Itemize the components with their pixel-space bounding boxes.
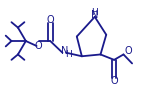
Text: H: H	[65, 50, 72, 59]
Text: O: O	[46, 15, 54, 25]
Text: N: N	[91, 10, 98, 20]
Text: O: O	[110, 76, 118, 86]
Text: O: O	[125, 46, 133, 56]
Text: O: O	[35, 41, 43, 51]
Text: H: H	[91, 8, 98, 17]
Text: N: N	[61, 46, 68, 56]
